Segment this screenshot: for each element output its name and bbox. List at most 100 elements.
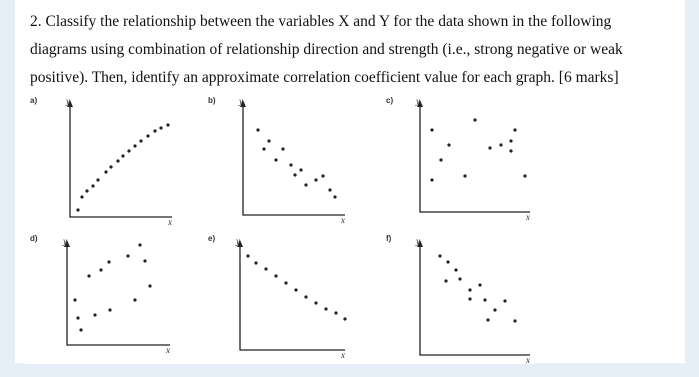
y-arrow xyxy=(417,100,423,107)
axes xyxy=(419,244,530,356)
scatter-dot xyxy=(293,173,297,177)
scatter-dot xyxy=(333,195,337,199)
scatter-dot xyxy=(96,178,100,182)
scatter-dot xyxy=(76,208,80,212)
scatter-dot xyxy=(143,259,147,263)
scatter-dot xyxy=(509,149,513,153)
scatter-dot xyxy=(116,159,120,163)
x-axis-label: x xyxy=(525,212,530,222)
x-axis-label: x xyxy=(167,217,172,227)
scatter-dot xyxy=(478,283,482,287)
figure-area xyxy=(25,97,535,364)
graph-label: e) xyxy=(208,234,215,243)
scatter-dot xyxy=(264,267,268,271)
scatter-dot xyxy=(79,328,83,332)
scatter-dot xyxy=(499,143,503,147)
scatter-dot xyxy=(104,170,108,174)
scatter-dot xyxy=(139,139,143,143)
graph-label: c) xyxy=(386,96,393,105)
scatter-dot xyxy=(133,144,137,148)
y-axis-label: y xyxy=(415,96,420,106)
y-arrow xyxy=(64,240,70,247)
scatter-dot xyxy=(289,163,293,167)
scatter-dot xyxy=(99,268,103,272)
scatter-dot xyxy=(138,243,142,247)
x-axis-label: x xyxy=(165,345,170,355)
graph-label: f) xyxy=(386,234,392,243)
scatter-dot xyxy=(281,147,285,151)
y-axis-label: y xyxy=(238,96,243,106)
scatter-dot xyxy=(446,260,450,264)
scatter-dot xyxy=(146,134,150,138)
scatter-dot xyxy=(488,146,492,150)
scatter-dot xyxy=(523,174,527,178)
scatter-dot xyxy=(468,297,472,301)
scatter-dot xyxy=(127,149,131,153)
scatter-dot xyxy=(343,317,347,321)
x-axis-label: x xyxy=(340,215,345,225)
question-line: 2. Classify the relationship between the… xyxy=(30,13,612,30)
scatter-dot xyxy=(256,128,260,132)
y-arrow xyxy=(67,100,73,107)
scatter-dot xyxy=(483,298,487,302)
scatter-dot xyxy=(73,298,77,302)
scatter-dot xyxy=(439,158,443,162)
scatter-dot xyxy=(148,284,152,288)
graph-label: a) xyxy=(30,96,37,105)
scatter-dot xyxy=(166,123,170,127)
scatter-dot xyxy=(486,318,490,322)
scatter-dot xyxy=(267,139,271,143)
scatter-dot xyxy=(463,174,467,178)
scatter-dot xyxy=(274,158,278,162)
scatter-dot xyxy=(513,319,517,323)
scatter-dot xyxy=(108,308,112,312)
scatter-dot xyxy=(509,139,513,143)
graph-label: b) xyxy=(208,96,216,105)
axes xyxy=(239,244,345,351)
graph-label: d) xyxy=(30,234,38,243)
scatter-dot xyxy=(324,307,328,311)
scatter-dot xyxy=(274,274,278,278)
scatter-dot xyxy=(473,118,477,122)
scatter-dot xyxy=(444,279,448,283)
scatter-dot xyxy=(284,281,288,285)
scatter-dot xyxy=(107,260,111,264)
scatter-dot xyxy=(294,288,298,292)
scatter-dot xyxy=(80,195,84,199)
scatter-dot xyxy=(321,174,325,178)
scatter-dot xyxy=(109,165,113,169)
scatter-dot xyxy=(513,128,517,132)
axes xyxy=(419,104,530,213)
scatter-dot xyxy=(159,126,163,130)
scatter-dot xyxy=(153,129,157,133)
question-line: positive). Then, identify an approximate… xyxy=(30,69,619,86)
scatter-dot xyxy=(314,178,318,182)
scatter-dot xyxy=(91,184,95,188)
scatter-dot xyxy=(493,308,497,312)
scatter-dot xyxy=(76,316,80,320)
scatter-dot xyxy=(430,178,434,182)
y-axis-label: y xyxy=(65,96,70,106)
scatter-dot xyxy=(126,254,130,258)
y-axis-label: y xyxy=(62,236,67,246)
y-arrow xyxy=(237,240,243,247)
scatter-dot xyxy=(133,298,137,302)
y-arrow xyxy=(240,100,246,107)
scatter-dot xyxy=(254,261,258,265)
scatter-dot xyxy=(430,128,434,132)
scatter-dot xyxy=(85,189,89,193)
scatter-dot xyxy=(299,168,303,172)
scatter-dot xyxy=(503,299,507,303)
axes xyxy=(242,104,345,216)
x-axis-label: x xyxy=(525,355,530,365)
x-axis-label: x xyxy=(340,350,345,360)
scatter-dot xyxy=(468,288,472,292)
scatter-dot xyxy=(121,154,125,158)
scatter-dot xyxy=(328,188,332,192)
scatter-dot xyxy=(87,274,91,278)
scatter-dot xyxy=(438,254,442,258)
scatter-dot xyxy=(314,301,318,305)
scatter-dot xyxy=(246,254,250,258)
scatter-dot xyxy=(304,295,308,299)
